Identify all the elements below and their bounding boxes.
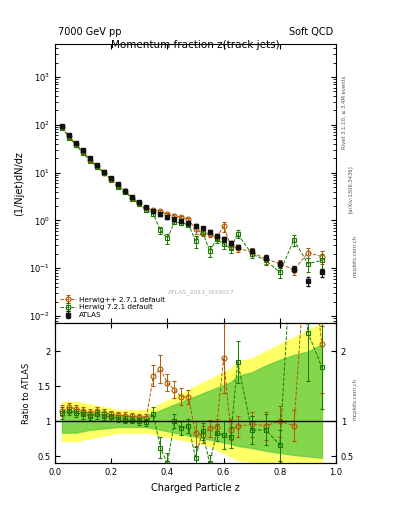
Text: Rivet 3.1.10, ≥ 3.4M events: Rivet 3.1.10, ≥ 3.4M events <box>342 76 347 150</box>
Legend: Herwig++ 2.7.1 default, Herwig 7.2.1 default, ATLAS: Herwig++ 2.7.1 default, Herwig 7.2.1 def… <box>59 295 166 320</box>
Text: 7000 GeV pp: 7000 GeV pp <box>58 27 121 36</box>
Y-axis label: Ratio to ATLAS: Ratio to ATLAS <box>22 363 31 424</box>
Y-axis label: (1/Njet)dN/dz: (1/Njet)dN/dz <box>14 151 24 216</box>
Text: mcplots.cern.ch: mcplots.cern.ch <box>353 378 358 420</box>
Text: [arXiv:1306.3436]: [arXiv:1306.3436] <box>348 165 353 214</box>
Text: ATLAS_2011_I919017: ATLAS_2011_I919017 <box>168 290 235 295</box>
Text: Soft QCD: Soft QCD <box>289 27 333 36</box>
X-axis label: Charged Particle z: Charged Particle z <box>151 483 240 493</box>
Text: mcplots.cern.ch: mcplots.cern.ch <box>353 235 358 277</box>
Title: Momentum fraction z(track jets): Momentum fraction z(track jets) <box>111 40 280 50</box>
